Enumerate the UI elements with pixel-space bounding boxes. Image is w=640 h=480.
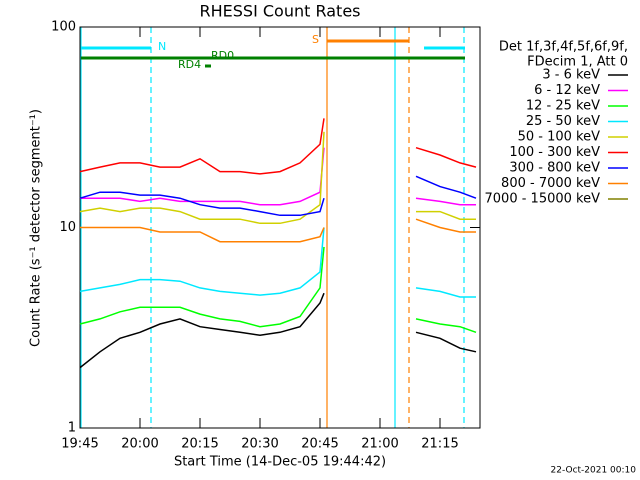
chart-title: RHESSI Count Rates: [200, 2, 361, 21]
series-line: [80, 147, 476, 206]
legend-label: 25 - 50 keV: [526, 114, 600, 129]
series-line: [79, 227, 476, 298]
flag-label: RD4: [178, 58, 201, 71]
legend-label: 50 - 100 keV: [518, 130, 601, 145]
series-line: [80, 218, 476, 243]
x-tick-label: 21:15: [421, 437, 458, 452]
series-line: [79, 175, 477, 217]
footer: 22-Oct-2021 00:10: [551, 466, 637, 476]
y-axis-label: Count Rate (s⁻¹ detector segment⁻¹): [29, 109, 44, 347]
series-line: [79, 118, 477, 175]
series-line: [79, 246, 477, 334]
y-tick-label: 100: [51, 20, 76, 35]
legend-label: 7000 - 15000 keV: [485, 192, 601, 207]
legend-label: 3 - 6 keV: [542, 68, 600, 83]
legend-label: 6 - 12 keV: [534, 83, 600, 98]
series-line: [79, 292, 477, 369]
series-line: [79, 131, 476, 225]
x-tick-label: 20:00: [121, 437, 158, 452]
x-tick-label: 20:30: [241, 437, 278, 452]
x-tick-label: 20:15: [181, 437, 218, 452]
flag-label: S: [312, 33, 319, 46]
y-tick-label: 1: [68, 421, 76, 436]
legend-label: 100 - 300 keV: [509, 145, 600, 160]
legend-label: 12 - 25 keV: [526, 99, 600, 114]
flag-label: N: [158, 40, 166, 53]
legend-label: 300 - 800 keV: [509, 161, 600, 176]
legend-header: Det 1f,3f,4f,5f,6f,9f,: [499, 40, 628, 55]
y-tick-label: 10: [59, 220, 76, 235]
x-tick-label: 19:45: [61, 437, 98, 452]
x-tick-label: 21:00: [361, 437, 398, 452]
legend-label: 800 - 7000 keV: [501, 176, 600, 191]
x-tick-label: 20:45: [301, 437, 338, 452]
flag-label: RD0: [211, 49, 234, 62]
x-axis-label: Start Time (14-Dec-05 19:44:42): [174, 455, 386, 470]
legend-header: FDecim 1, Att 0: [527, 55, 628, 70]
